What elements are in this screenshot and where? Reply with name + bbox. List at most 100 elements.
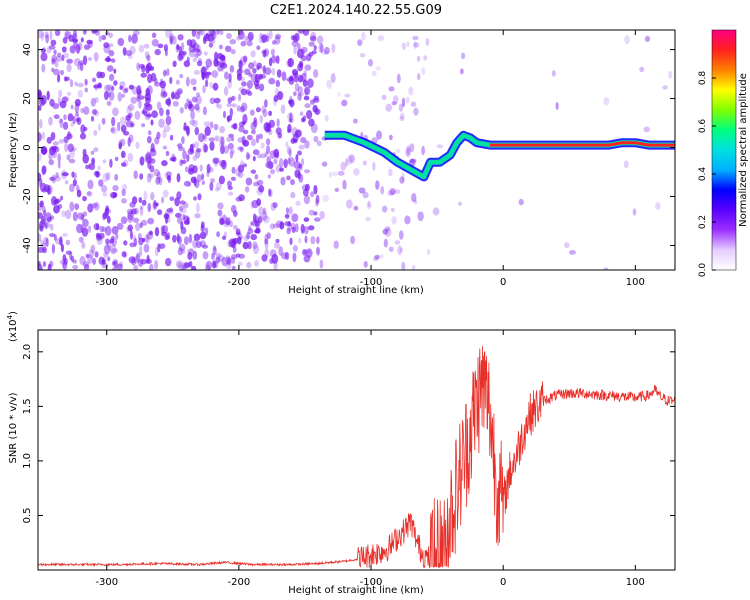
spectral-point <box>289 99 295 108</box>
colorbar-tick-label: 0.4 <box>698 167 708 182</box>
spectral-point <box>87 225 92 234</box>
spectral-point <box>188 233 193 244</box>
spectral-point <box>124 117 131 128</box>
spectral-point <box>191 96 198 103</box>
spectral-point <box>121 93 126 98</box>
spectral-point <box>231 103 237 108</box>
spectral-point <box>71 171 75 178</box>
spectral-point <box>114 173 119 181</box>
spectral-point <box>81 241 86 249</box>
spectral-point <box>41 131 46 140</box>
spectral-point <box>165 109 170 116</box>
spectral-point <box>73 30 77 39</box>
spectral-point <box>212 157 220 164</box>
spectral-point <box>154 48 161 56</box>
spectral-point <box>49 176 55 181</box>
spectral-point <box>133 237 138 247</box>
spectral-point <box>238 30 245 40</box>
spectral-point <box>265 145 271 155</box>
spectral-point <box>253 181 260 187</box>
spectral-point <box>461 52 466 60</box>
spectral-point <box>83 44 91 50</box>
spectral-point <box>172 100 179 107</box>
spectral-point <box>270 48 275 56</box>
spectral-point <box>108 90 115 101</box>
spectral-point <box>328 171 332 178</box>
spectral-point <box>135 141 140 149</box>
spectral-point <box>387 168 393 177</box>
spectral-point <box>180 207 187 214</box>
spectral-point <box>121 188 126 197</box>
spectral-point <box>215 256 221 264</box>
spectral-point <box>247 153 251 159</box>
x-tick-label: 0 <box>500 577 506 588</box>
spectral-point <box>196 31 201 40</box>
spectral-trace <box>324 130 675 182</box>
spectral-point <box>256 179 264 186</box>
spectral-point <box>297 86 303 94</box>
spectral-scatter <box>38 30 673 270</box>
spectral-point <box>218 135 222 144</box>
spectral-point <box>353 205 359 211</box>
spectral-point <box>165 150 170 157</box>
spectral-point <box>239 146 244 153</box>
spectral-point <box>61 54 65 62</box>
spectral-point <box>275 220 283 228</box>
spectral-point <box>285 141 289 148</box>
spectral-point <box>102 172 109 183</box>
spectral-point <box>111 116 116 127</box>
spectral-point <box>258 214 263 224</box>
spectral-point <box>394 189 401 195</box>
spectral-point <box>127 224 133 232</box>
spectral-point <box>145 113 152 118</box>
spectral-point <box>215 103 219 108</box>
spectral-point <box>53 49 57 55</box>
spectral-point <box>202 134 207 140</box>
spectral-point <box>113 260 118 269</box>
spectral-point <box>555 102 559 110</box>
spectral-point <box>106 215 111 224</box>
spectral-point <box>80 214 85 221</box>
spectral-point <box>58 118 64 124</box>
spectral-point <box>246 80 253 90</box>
spectral-point <box>140 72 147 78</box>
spectral-point <box>99 225 105 233</box>
spectral-point <box>288 148 292 158</box>
spectral-point <box>280 176 286 186</box>
spectral-point <box>250 200 255 209</box>
spectral-point <box>229 107 233 118</box>
spectral-point <box>312 98 320 103</box>
spectral-point <box>362 191 369 199</box>
spectral-point <box>46 136 52 144</box>
spectral-point <box>177 34 184 41</box>
spectral-point <box>458 201 463 206</box>
spectral-point <box>111 235 115 240</box>
spectral-point <box>198 133 205 143</box>
spectral-point <box>262 211 268 221</box>
spectral-point <box>315 194 320 205</box>
spectral-point <box>171 91 175 100</box>
spectral-point <box>460 68 464 75</box>
spectral-point <box>281 71 287 81</box>
spectral-point <box>111 226 119 235</box>
spectral-point <box>284 213 290 219</box>
spectral-point <box>603 267 609 270</box>
spectral-point <box>264 99 268 108</box>
spectral-point <box>569 250 576 255</box>
spectral-point <box>119 261 124 267</box>
spectral-point <box>398 103 403 112</box>
spectral-point <box>76 117 82 125</box>
spectral-point <box>41 63 46 73</box>
spectral-point <box>57 161 61 169</box>
spectral-point <box>256 45 261 50</box>
spectral-point <box>108 43 114 48</box>
spectral-point <box>156 101 162 111</box>
spectral-point <box>170 35 177 45</box>
x-tick-label: -200 <box>228 277 251 288</box>
spectral-point <box>331 43 336 54</box>
spectral-point <box>87 179 94 190</box>
spectral-point <box>297 93 302 101</box>
spectral-point <box>93 202 100 211</box>
spectral-point <box>298 237 302 244</box>
spectral-point <box>72 179 77 187</box>
